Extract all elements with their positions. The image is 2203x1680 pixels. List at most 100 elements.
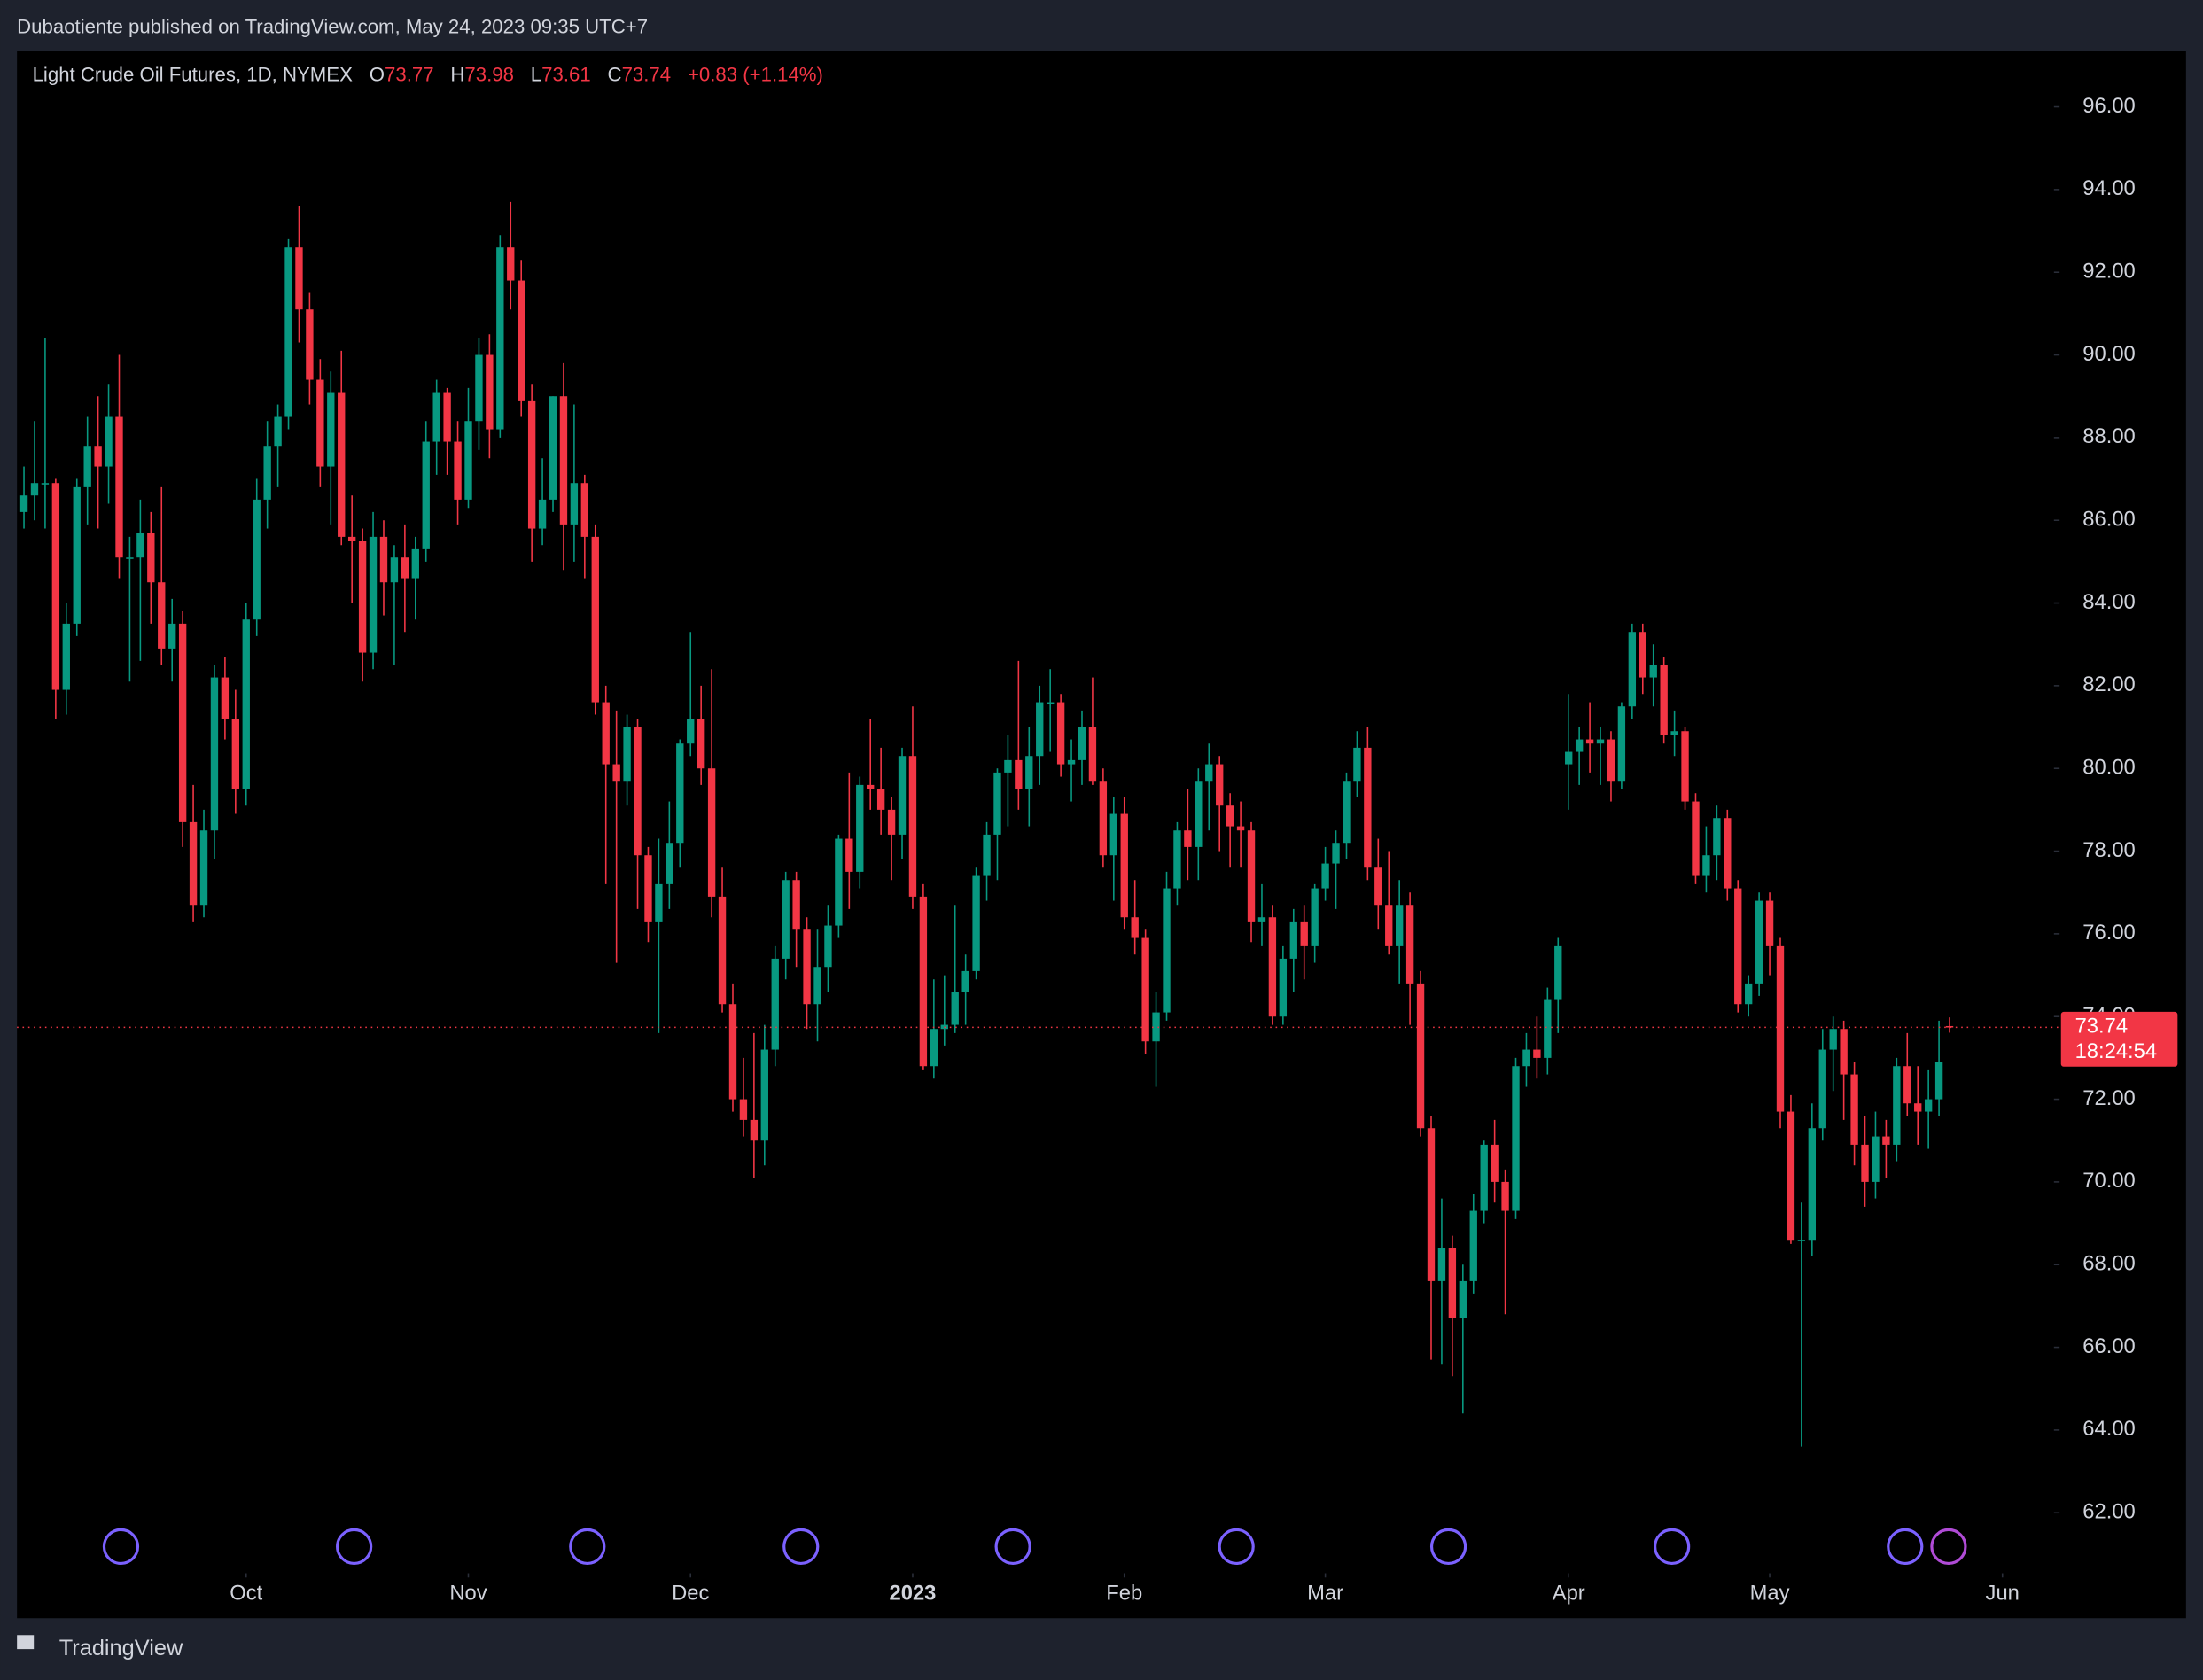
candle-body — [1808, 1128, 1816, 1241]
candle-body — [369, 536, 378, 653]
candle-body — [718, 896, 727, 1005]
candle-body — [1015, 759, 1023, 789]
candle-body — [1596, 739, 1605, 744]
candle-body — [602, 702, 610, 765]
candle-body — [1437, 1248, 1446, 1281]
candle-body — [338, 392, 346, 537]
candle-body — [824, 925, 832, 968]
candle-body — [1797, 1240, 1806, 1241]
candle-body — [1257, 917, 1266, 922]
legend-key: O — [370, 63, 385, 85]
candle-body — [1056, 702, 1065, 765]
candle-body — [993, 772, 1001, 835]
candle-body — [1755, 900, 1763, 984]
candle-body — [1660, 665, 1668, 735]
candle-body — [1236, 826, 1245, 831]
event-icon[interactable] — [1887, 1528, 1924, 1566]
candle-body — [1099, 781, 1108, 856]
candle-body — [1745, 983, 1753, 1005]
candle-body — [1332, 843, 1340, 864]
y-tick-label: 92.00 — [2082, 259, 2135, 283]
candle-body — [327, 392, 335, 467]
y-tick-label: 96.00 — [2082, 94, 2135, 118]
candle-body — [1724, 818, 1732, 889]
candle-body — [1533, 1049, 1541, 1058]
legend-value: 73.74 — [622, 63, 672, 85]
candle-body — [1025, 756, 1033, 789]
candle-body — [1649, 665, 1657, 678]
candle-body — [147, 533, 155, 583]
candle-body — [1469, 1210, 1477, 1281]
symbol-title: Light Crude Oil Futures, 1D, NYMEX — [33, 63, 353, 85]
candle-body — [1585, 739, 1594, 744]
candle-body — [126, 557, 134, 559]
event-icon[interactable] — [102, 1528, 140, 1566]
event-icon[interactable] — [1654, 1528, 1691, 1566]
candle-body — [1300, 921, 1308, 946]
event-icon[interactable] — [569, 1528, 606, 1566]
event-icon[interactable] — [1218, 1528, 1255, 1566]
candle-body — [454, 441, 462, 500]
y-tick-label: 88.00 — [2082, 424, 2135, 448]
candle-body — [1078, 727, 1086, 760]
legend-key: C — [608, 63, 622, 85]
candle-body — [1501, 1181, 1509, 1211]
candle-body — [1385, 905, 1393, 946]
candle-body — [158, 582, 166, 649]
candle-body — [898, 756, 907, 835]
candle-body — [876, 789, 885, 810]
candle-body — [464, 421, 472, 500]
legend: Light Crude Oil Futures, 1D, NYMEX O 73.7… — [33, 63, 823, 85]
candle-body — [591, 536, 599, 703]
candle-body — [1522, 1049, 1530, 1067]
candle-body — [94, 446, 102, 467]
candle-body — [1713, 818, 1721, 856]
candle-body — [1882, 1136, 1890, 1145]
event-icon[interactable] — [336, 1528, 373, 1566]
x-tick-label: Dec — [672, 1582, 709, 1606]
candle-body — [644, 855, 652, 922]
candle-body — [1850, 1074, 1858, 1145]
candle-body — [739, 1099, 748, 1120]
legend-key: L — [531, 63, 541, 85]
candle-body — [263, 446, 271, 500]
y-tick-label: 72.00 — [2082, 1086, 2135, 1110]
y-tick-label: 86.00 — [2082, 507, 2135, 531]
candle-body — [284, 247, 292, 417]
candle-body — [930, 1029, 938, 1067]
candle-body — [62, 623, 70, 690]
brand: TradingView — [59, 1636, 183, 1661]
candle-body — [1364, 747, 1372, 868]
event-icon[interactable] — [782, 1528, 820, 1566]
candle-body — [199, 830, 208, 906]
candle-body — [1480, 1144, 1488, 1211]
y-tick-label: 66.00 — [2082, 1334, 2135, 1358]
candle-body — [401, 557, 409, 579]
candle-body — [1279, 958, 1288, 1017]
candle-body — [707, 768, 716, 897]
candle-body — [1617, 706, 1626, 782]
candle-body — [1639, 632, 1646, 678]
candle-body — [887, 809, 896, 835]
event-icon[interactable] — [1930, 1528, 1967, 1566]
candle-body — [1776, 945, 1785, 1112]
candle-body — [1702, 855, 1710, 876]
candle-body — [570, 483, 579, 525]
candle-body — [1163, 888, 1171, 1013]
candle-body — [634, 727, 642, 856]
candle-body — [1226, 805, 1234, 827]
candle-body — [1554, 945, 1562, 1000]
y-tick-label: 70.00 — [2082, 1169, 2135, 1193]
candle-body — [728, 1004, 737, 1100]
candle-body — [1512, 1066, 1520, 1211]
candle-body — [559, 396, 568, 525]
event-icon[interactable] — [1429, 1528, 1467, 1566]
candle-body — [1195, 781, 1203, 847]
candle-body — [750, 1119, 759, 1141]
candle-body — [1491, 1144, 1499, 1182]
event-icon[interactable] — [994, 1528, 1031, 1566]
candle-body — [168, 623, 176, 649]
candle-body — [1934, 1062, 1943, 1100]
candle-body — [1628, 632, 1637, 707]
